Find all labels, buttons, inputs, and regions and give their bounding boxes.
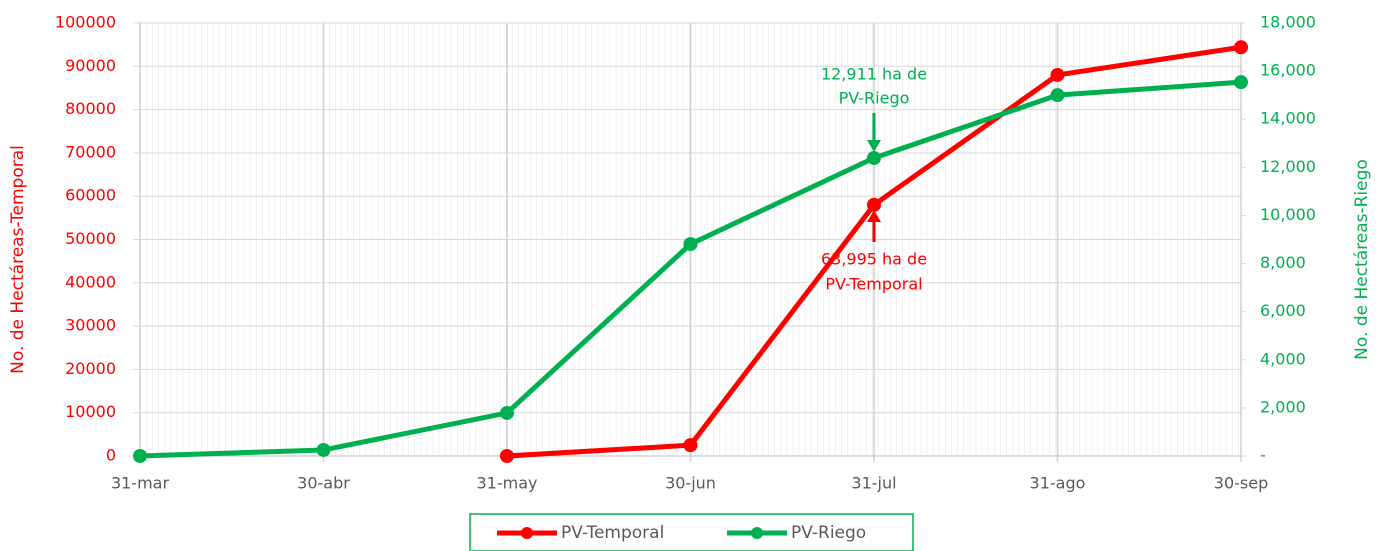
y-tick-label: 60000 bbox=[65, 186, 116, 205]
annotation-arrowhead bbox=[867, 140, 881, 152]
y-tick-label: 10000 bbox=[65, 402, 116, 421]
data-point bbox=[867, 150, 881, 165]
x-tick-label: 30-jun bbox=[665, 474, 716, 493]
y-tick-label: 90000 bbox=[65, 56, 116, 75]
y-tick-label: 0 bbox=[106, 446, 116, 465]
y2-axis-title: No. de Hectáreas-Riego bbox=[1352, 159, 1372, 360]
data-point bbox=[1234, 40, 1248, 55]
y2-tick-label: 18,000 bbox=[1260, 13, 1316, 32]
legend-marker bbox=[751, 527, 763, 539]
y2-tick-label: 16,000 bbox=[1260, 61, 1316, 80]
y-tick-label: 70000 bbox=[65, 142, 116, 161]
y2-tick-label: 12,000 bbox=[1260, 157, 1316, 176]
x-tick-label: 31-mar bbox=[111, 474, 170, 493]
annotation-arrowhead bbox=[867, 210, 881, 222]
data-point bbox=[500, 405, 514, 420]
y2-tick-label: - bbox=[1260, 446, 1266, 465]
x-tick-label: 31-may bbox=[477, 474, 538, 493]
y-tick-label: 80000 bbox=[65, 99, 116, 118]
legend-marker bbox=[521, 527, 533, 539]
y-axis-title: No. de Hectáreas-Temporal bbox=[8, 145, 28, 374]
y-tick-label: 100000 bbox=[55, 13, 116, 32]
y-tick-label: 20000 bbox=[65, 359, 116, 378]
annotation-text: PV-Riego bbox=[839, 89, 910, 108]
y2-tick-label: 8,000 bbox=[1260, 253, 1306, 272]
data-point bbox=[683, 237, 698, 252]
annotation-text: 63,995 ha de bbox=[821, 250, 927, 269]
data-point bbox=[316, 442, 331, 457]
y2-tick-label: 4,000 bbox=[1260, 349, 1306, 368]
y2-tick-label: 2,000 bbox=[1260, 397, 1306, 416]
x-tick-label: 31-ago bbox=[1030, 474, 1086, 493]
legend-label: PV-Temporal bbox=[561, 523, 664, 543]
data-point bbox=[133, 449, 147, 463]
y2-tick-label: 10,000 bbox=[1260, 205, 1316, 224]
y-tick-label: 40000 bbox=[65, 272, 116, 291]
data-point bbox=[683, 438, 698, 453]
annotation-text: PV-Temporal bbox=[825, 275, 922, 294]
y-tick-label: 50000 bbox=[65, 229, 116, 248]
data-point bbox=[500, 449, 514, 463]
data-point bbox=[1050, 67, 1065, 82]
y2-tick-label: 6,000 bbox=[1260, 301, 1306, 320]
data-point bbox=[867, 197, 881, 212]
x-tick-label: 30-sep bbox=[1214, 474, 1268, 493]
data-point bbox=[1234, 75, 1248, 90]
data-point bbox=[1050, 88, 1065, 103]
x-tick-label: 30-abr bbox=[297, 474, 350, 493]
y2-tick-label: 14,000 bbox=[1260, 109, 1316, 128]
legend-label: PV-Riego bbox=[791, 523, 866, 543]
annotation-text: 12,911 ha de bbox=[821, 65, 927, 84]
y-tick-label: 30000 bbox=[65, 316, 116, 335]
x-tick-label: 31-jul bbox=[851, 474, 896, 493]
